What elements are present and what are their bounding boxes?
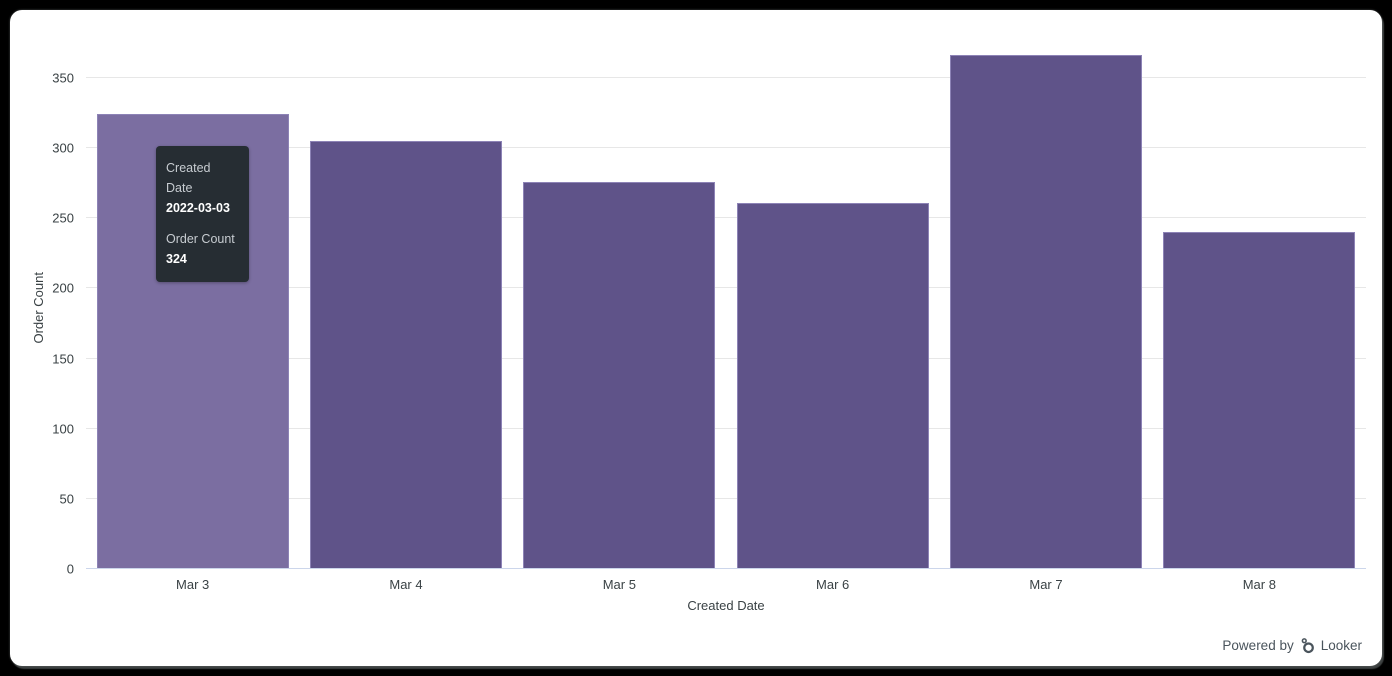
x-tick-label: Mar 3 <box>176 577 210 592</box>
chart-bar-mar-4[interactable] <box>310 141 502 569</box>
looker-logo-icon <box>1299 637 1316 654</box>
y-tick-label: 350 <box>52 70 74 86</box>
y-tick-label: 0 <box>66 561 74 577</box>
gridline <box>86 76 1366 78</box>
tooltip-dimension-group: Created Date 2022-03-03 <box>166 158 239 218</box>
tooltip: Created Date 2022-03-03 Order Count 324 <box>156 146 249 282</box>
gridline <box>86 217 1366 219</box>
gridline <box>86 287 1366 289</box>
y-tick-label: 300 <box>52 140 74 156</box>
chart-bar-mar-6[interactable] <box>736 202 929 569</box>
bar-band <box>726 47 939 569</box>
y-tick-label: 200 <box>52 280 74 296</box>
powered-by-label: Powered by <box>1222 638 1294 653</box>
tooltip-measure-value: 324 <box>166 252 187 266</box>
y-tick-label: 50 <box>59 491 74 507</box>
chart-plot-area <box>86 47 1366 569</box>
tooltip-measure-label: Order Count <box>166 232 235 246</box>
bar-band <box>1153 47 1366 569</box>
x-axis-title: Created Date <box>687 598 765 613</box>
bar-band <box>299 47 512 569</box>
x-tick-label: Mar 4 <box>389 577 423 592</box>
tooltip-measure-group: Order Count 324 <box>166 229 239 269</box>
x-tick-label: Mar 8 <box>1242 577 1276 592</box>
chart-bar-mar-5[interactable] <box>523 181 716 569</box>
y-tick-label: 100 <box>52 421 74 437</box>
bar-band <box>939 47 1152 569</box>
gridline <box>86 427 1366 429</box>
x-tick-label: Mar 7 <box>1029 577 1063 592</box>
x-tick-label: Mar 5 <box>602 577 636 592</box>
y-axis-labels: 0 50 100 150 200 250 300 350 <box>22 47 74 576</box>
looker-brand-label: Looker <box>1320 638 1362 653</box>
x-axis-labels: Mar 3 Mar 4 Mar 5 Mar 6 Mar 7 Mar 8 <box>86 577 1366 592</box>
x-tick-label: Mar 6 <box>816 577 850 592</box>
chart-bar-mar-7[interactable] <box>949 55 1142 569</box>
tooltip-dimension-value: 2022-03-03 <box>166 201 230 215</box>
y-tick-label: 250 <box>52 210 74 226</box>
y-tick-label: 150 <box>52 351 74 367</box>
chart-bar-mar-8[interactable] <box>1163 232 1356 569</box>
bars-container <box>86 47 1366 569</box>
bar-band <box>513 47 726 569</box>
gridline <box>86 357 1366 359</box>
gridline <box>86 147 1366 149</box>
tooltip-dimension-label: Created Date <box>166 161 211 195</box>
powered-by-looker[interactable]: Powered by Looker <box>1222 637 1362 654</box>
x-axis-line <box>86 568 1366 569</box>
bar-band <box>86 47 299 569</box>
gridline <box>86 497 1366 499</box>
